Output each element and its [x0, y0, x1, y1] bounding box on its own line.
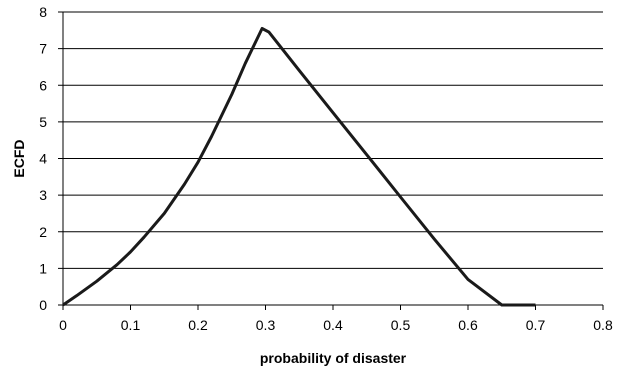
- y-tick-labels: 0 1 2 3 4 5 6 7 8: [39, 4, 47, 313]
- x-tick-label: 0.8: [593, 317, 613, 333]
- y-tick-label: 6: [39, 77, 47, 93]
- x-tick-label: 0.4: [323, 317, 343, 333]
- x-tick-label: 0.3: [256, 317, 276, 333]
- y-axis-title: ECFD: [11, 139, 27, 177]
- y-tick-label: 2: [39, 224, 47, 240]
- x-tick-label: 0: [59, 317, 67, 333]
- gridlines: [63, 11, 603, 269]
- y-tick-label: 3: [39, 187, 47, 203]
- y-tick-label: 4: [39, 151, 47, 167]
- y-tick-label: 1: [39, 260, 47, 276]
- x-axis-title: probability of disaster: [260, 350, 407, 366]
- y-tick-label: 0: [39, 297, 47, 313]
- series-line: [62, 27, 536, 307]
- y-tick-label: 7: [39, 41, 47, 57]
- x-tick-label: 0.6: [458, 317, 478, 333]
- x-tick-label: 0.5: [391, 317, 411, 333]
- axes: [58, 11, 604, 310]
- x-tick-label: 0.1: [121, 317, 141, 333]
- x-tick-labels: 0 0.1 0.2 0.3 0.4 0.5 0.6 0.7 0.8: [59, 317, 613, 333]
- y-tick-label: 5: [39, 114, 47, 130]
- y-tick-label: 8: [39, 4, 47, 20]
- x-tick-label: 0.2: [188, 317, 208, 333]
- x-tick-label: 0.7: [526, 317, 546, 333]
